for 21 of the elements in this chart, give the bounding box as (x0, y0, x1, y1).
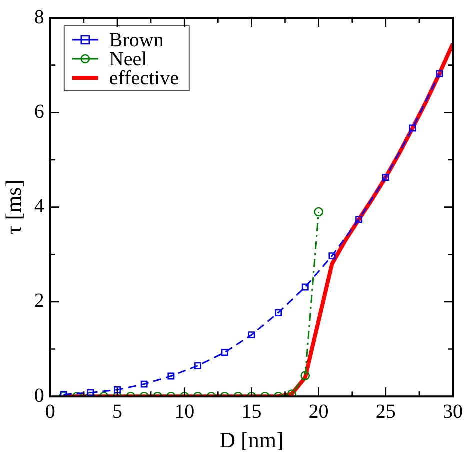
point (382, 174, 390, 181)
y-axis-title: τ [ms] (0, 180, 26, 235)
point (275, 309, 282, 316)
x-axis-title: D [nm] (220, 428, 284, 453)
x-tick-label: 5 (112, 400, 122, 423)
point (328, 252, 336, 260)
point (314, 207, 324, 217)
y-tick-label: 0 (34, 384, 44, 407)
y-tick-label: 6 (34, 100, 44, 123)
point (409, 124, 416, 132)
x-tick-label: 10 (174, 400, 195, 423)
point (302, 284, 309, 291)
x-tick-label: 30 (443, 400, 463, 423)
x-tick-label: 20 (308, 400, 329, 423)
point (356, 216, 363, 224)
y-tick-label: 8 (34, 6, 44, 28)
point (287, 390, 297, 397)
x-tick-label: 15 (242, 400, 262, 423)
x-tick-label: 25 (376, 400, 396, 423)
y-tick-label: 4 (34, 196, 44, 218)
y-tick-label: 2 (34, 290, 44, 312)
